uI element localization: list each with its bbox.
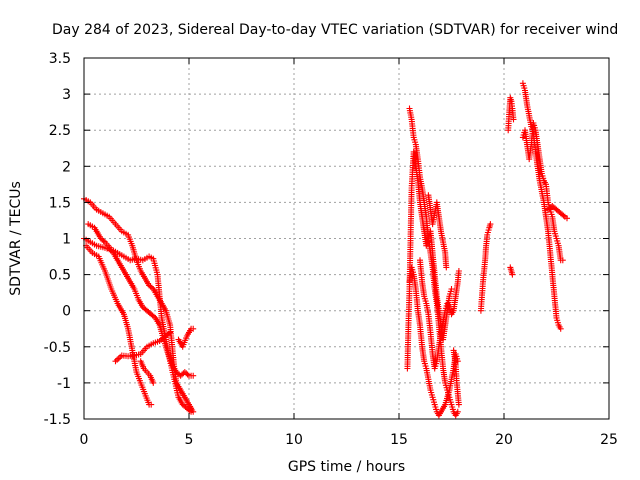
- x-tick-label: 20: [495, 432, 513, 448]
- y-tick-label: 1.5: [49, 195, 71, 211]
- series-trace-6: [137, 358, 157, 386]
- series-trace-18: [519, 120, 566, 264]
- plus-marker: [137, 358, 157, 386]
- x-tick-label: 25: [600, 432, 618, 448]
- x-tick-label: 5: [185, 432, 194, 448]
- plus-marker: [112, 329, 174, 365]
- plus-marker: [505, 94, 517, 134]
- series-trace-4: [83, 242, 155, 408]
- plus-marker: [507, 264, 516, 278]
- plus-marker: [450, 347, 462, 408]
- series-trace-11: [417, 257, 462, 372]
- plus-marker: [425, 192, 450, 271]
- y-axis-tick-labels: -1.5 -1 -0.5 0 0.5 1 1.5 2 2.5 3 3.5: [44, 51, 71, 428]
- data-points: [81, 80, 570, 419]
- series-trace-5: [112, 329, 174, 365]
- series-trace-15: [505, 94, 517, 134]
- x-tick-label: 0: [80, 432, 89, 448]
- plus-marker: [85, 221, 195, 415]
- y-tick-label: -0.5: [44, 340, 71, 356]
- x-axis-tick-labels: 0 5 10 15 20 25: [80, 432, 618, 448]
- plus-marker: [175, 325, 197, 350]
- series-trace-13: [450, 347, 462, 408]
- plus-marker: [417, 257, 462, 372]
- y-tick-label: -1: [57, 376, 71, 392]
- series-trace-7: [175, 325, 197, 350]
- plus-marker: [404, 148, 455, 372]
- y-tick-label: 0: [62, 304, 71, 320]
- plus-marker: [83, 242, 155, 408]
- series-trace-12: [425, 192, 450, 271]
- y-tick-label: 1: [62, 232, 71, 248]
- plus-marker: [545, 203, 570, 222]
- x-axis-label: GPS time / hours: [288, 459, 405, 475]
- axis-ticks: [83, 57, 610, 420]
- series-trace-10: [406, 264, 461, 419]
- y-tick-label: -1.5: [44, 412, 71, 428]
- y-tick-label: 2: [62, 159, 71, 175]
- series-trace-8: [404, 148, 455, 372]
- plus-marker: [519, 120, 566, 264]
- y-tick-label: 3.5: [49, 51, 71, 67]
- plus-marker: [477, 221, 494, 314]
- series-trace-3: [85, 221, 195, 415]
- y-tick-label: 3: [62, 87, 71, 103]
- x-tick-label: 10: [285, 432, 303, 448]
- y-tick-label: 2.5: [49, 123, 71, 139]
- plus-marker: [406, 264, 461, 419]
- series-trace-14: [477, 221, 494, 314]
- chart-title: Day 284 of 2023, Sidereal Day-to-day VTE…: [52, 22, 618, 38]
- series-trace-16: [507, 264, 516, 278]
- series-trace-19: [545, 203, 570, 222]
- y-axis-label: SDTVAR / TECUs: [8, 181, 24, 296]
- grid: [84, 58, 609, 419]
- y-tick-label: 0.5: [49, 268, 71, 284]
- x-tick-label: 15: [390, 432, 408, 448]
